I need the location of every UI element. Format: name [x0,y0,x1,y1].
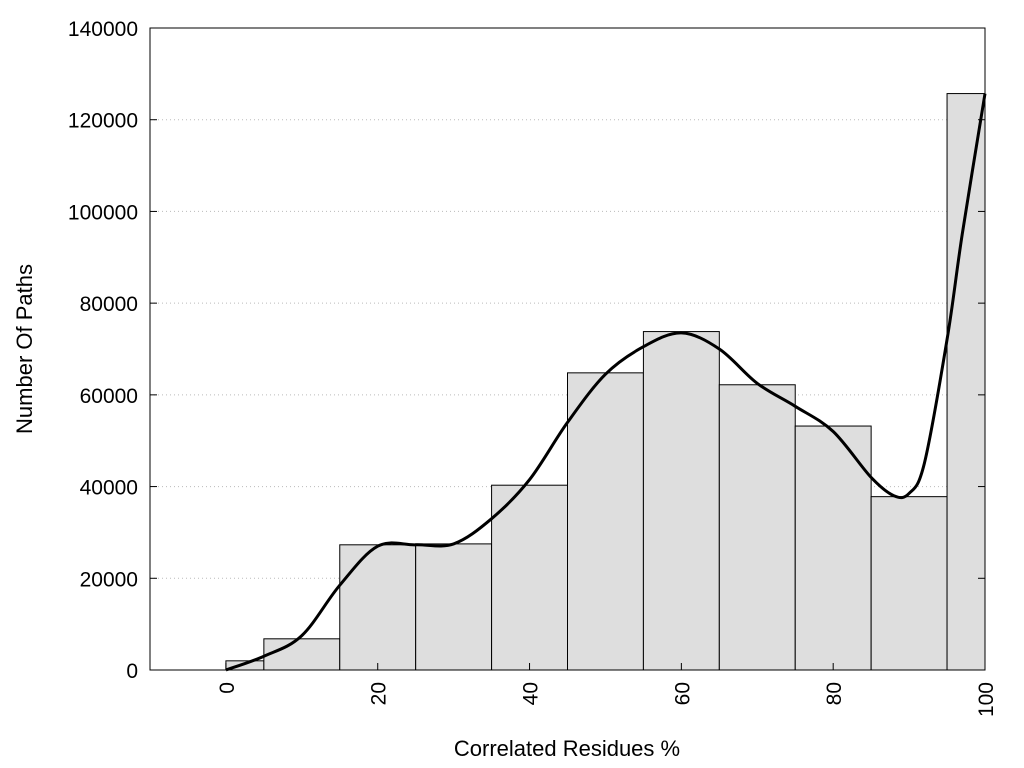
histogram-bar [870,496,948,671]
y-axis-ticks: 0 20000 40000 60000 80000 100000 120000 140000 [68,18,985,683]
x-tick-label: 60 [671,682,694,705]
x-tick-label: 40 [520,682,543,705]
histogram-bar [339,544,417,671]
histogram-bar [491,484,568,671]
histogram-bar [946,93,986,671]
y-tick-label: 0 [126,660,138,683]
y-axis-label: Number Of Paths [12,264,37,434]
fit-curve [225,93,987,672]
y-tick-label: 80000 [80,293,138,316]
histogram-bar [263,638,341,671]
x-tick-label: 20 [368,682,391,705]
x-axis-ticks: 0 20 40 60 80 100 [216,663,998,717]
histogram-bar [642,331,720,671]
x-tick-label: 100 [975,682,998,717]
x-tick-label: 0 [216,682,239,694]
histogram-bar [718,384,796,671]
plot-frame [149,27,986,671]
histogram-bar [794,425,872,671]
x-axis-label: Correlated Residues % [454,736,680,761]
y-tick-label: 120000 [68,110,138,133]
y-tick-label: 140000 [68,18,138,41]
y-tick-label: 100000 [68,201,138,224]
y-tick-label: 40000 [80,477,138,500]
histogram-bar [567,372,644,671]
x-tick-label: 80 [823,682,846,705]
y-tick-label: 20000 [80,568,138,591]
y-tick-label: 60000 [80,385,138,408]
histogram-bar [415,543,493,671]
fit-curve-layer [225,93,987,672]
